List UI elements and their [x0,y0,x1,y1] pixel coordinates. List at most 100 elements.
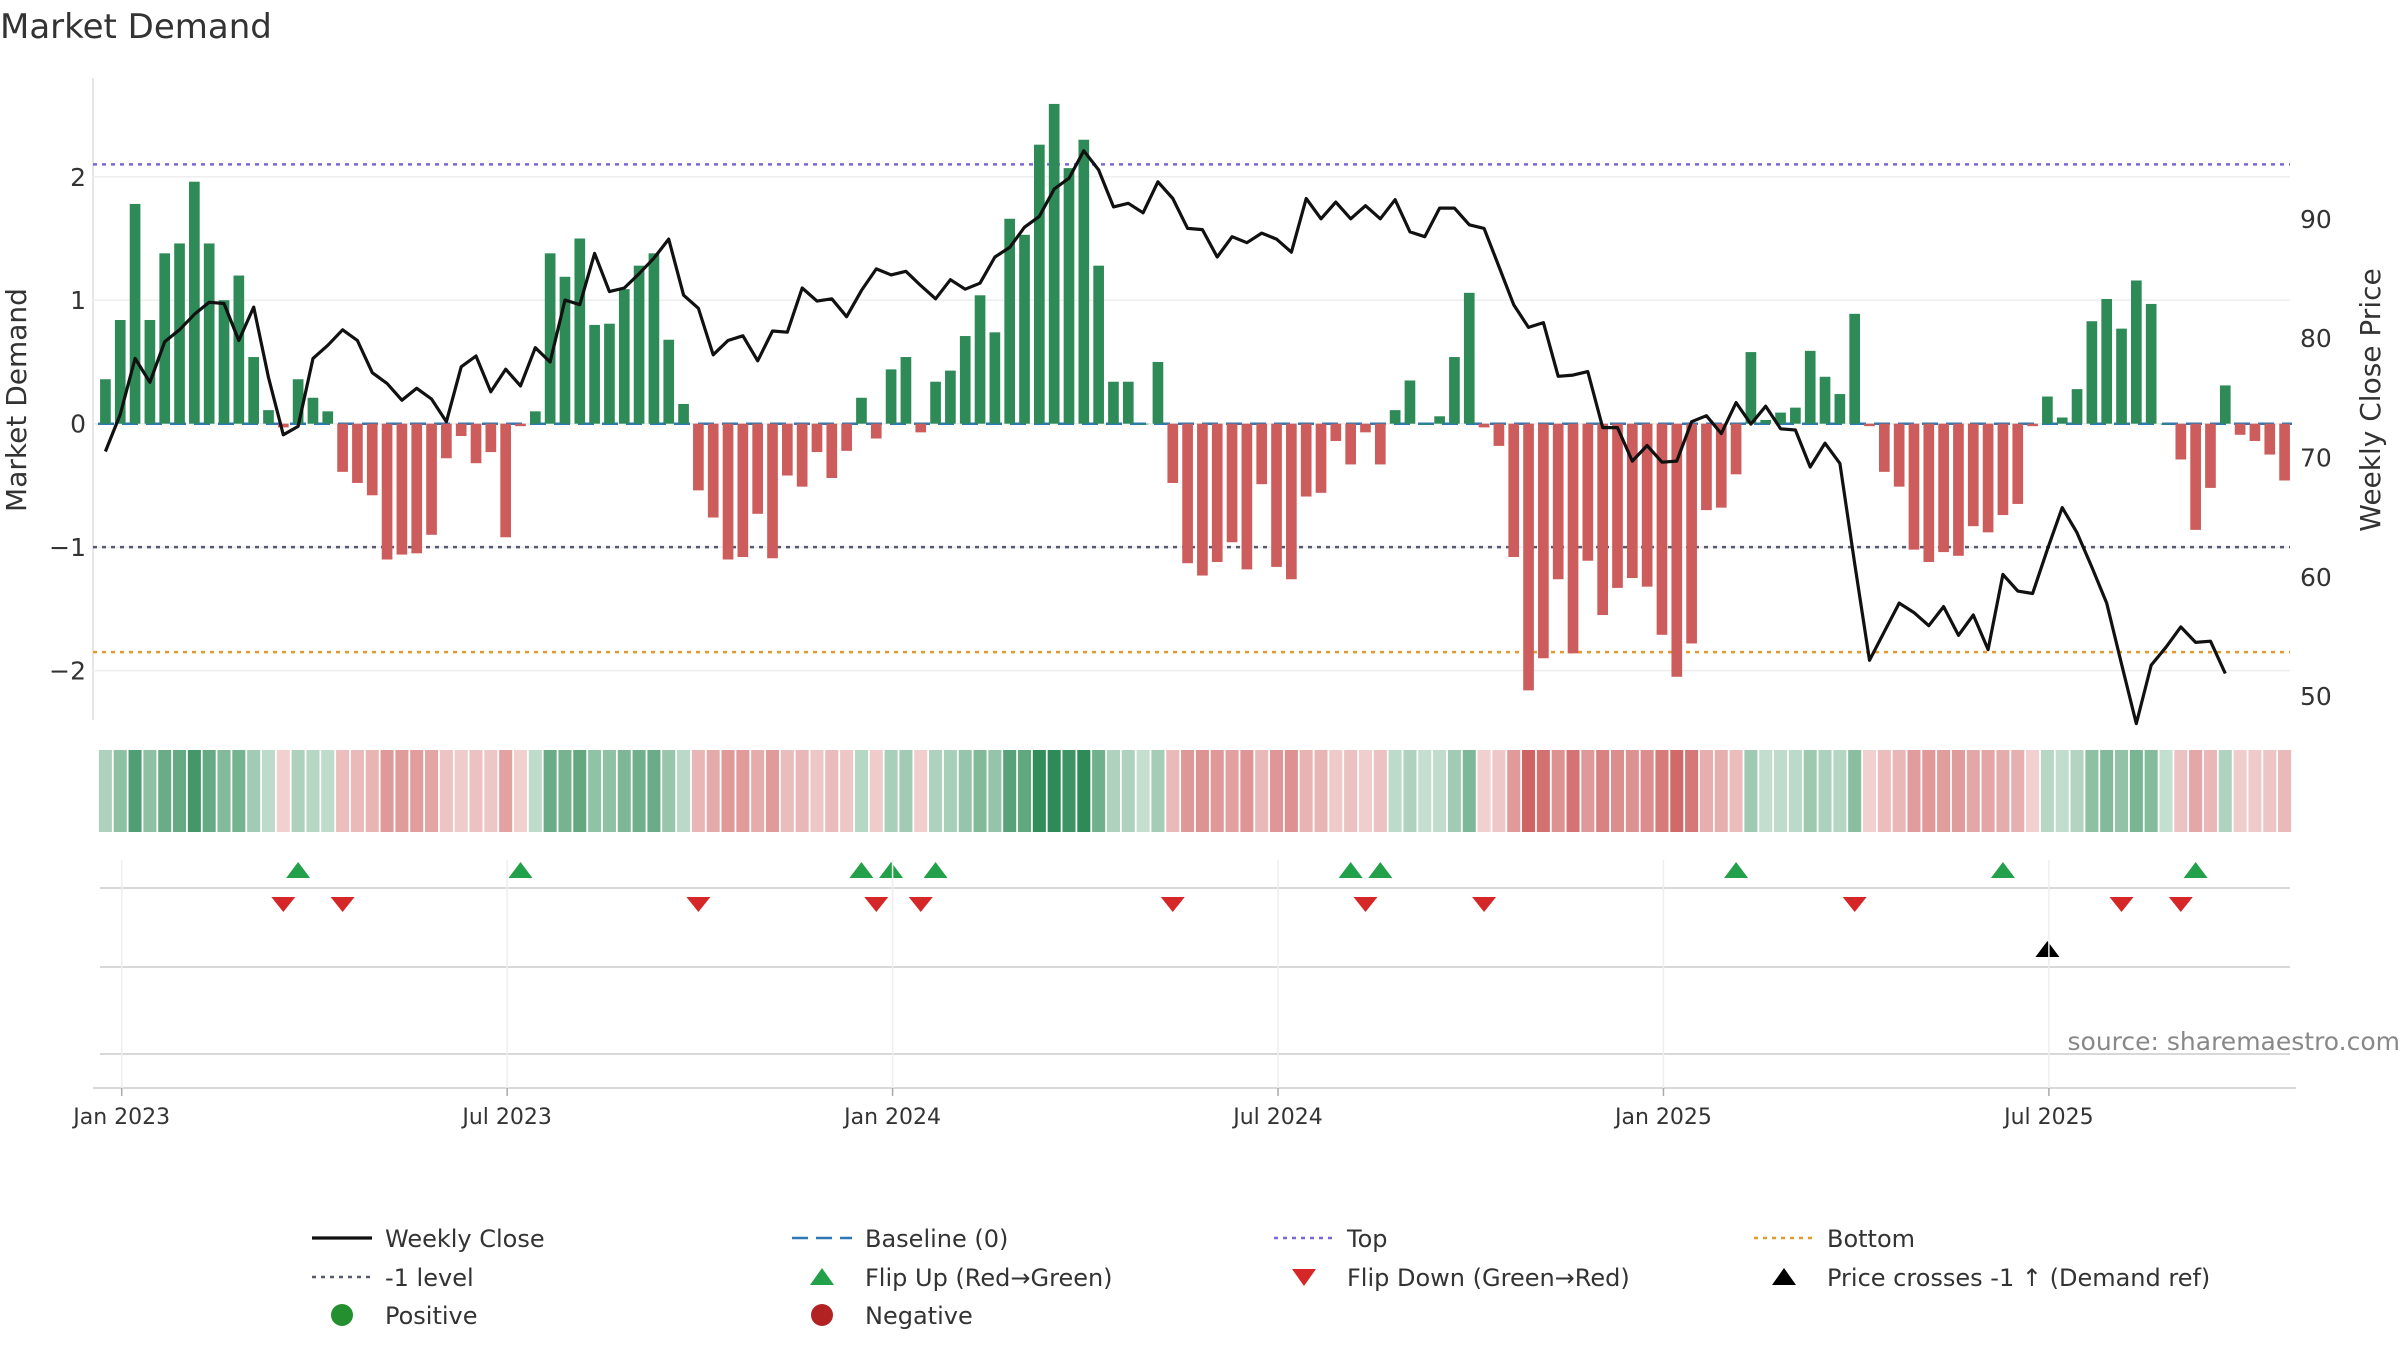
heat-cell [1092,750,1106,832]
heat-cell [217,750,231,832]
heat-cell [573,750,587,832]
heat-cell [513,750,528,832]
heat-cell [395,750,409,832]
heat-cell [1788,750,1802,832]
price-cross-panel [100,941,2290,968]
demand-bar [1686,423,1697,644]
demand-bar [2012,423,2024,504]
heat-cell [113,750,127,832]
demand-bar [1523,423,1534,691]
source-note: source: sharemaestro.com [2068,1027,2400,1056]
heat-cell [1121,750,1135,832]
demand-bar [959,336,971,424]
heat-cell [1744,750,1758,832]
heat-cell [1507,750,1521,832]
heat-cell [662,750,676,832]
heat-cell [617,750,631,832]
heat-cell [410,750,424,832]
demand-bar [233,275,245,424]
demand-bar [2145,303,2157,424]
legend-label: Flip Down (Green→Red) [1347,1264,1630,1292]
heat-cell [1433,750,1447,832]
demand-bar [2131,280,2142,424]
demand-bar [915,423,927,433]
heat-cell [840,750,854,832]
demand-bar [1315,423,1327,493]
heat-cell [1981,750,1995,832]
heat-cell [810,750,824,832]
left-tick-label: 2 [70,163,86,192]
right-tick-label: 60 [2300,563,2332,592]
heat-cell [469,750,483,832]
heat-cell [1447,750,1461,832]
x-tick-label: Jul 2024 [1231,1105,1323,1130]
heat-cell [1284,750,1298,832]
flip-up-marker [1990,862,2015,878]
demand-bar [144,319,156,424]
heat-cell [914,750,928,832]
heat-cell [1803,750,1817,832]
demand-bar [1137,423,1149,425]
heat-cell [825,750,839,832]
legend-label: Weekly Close [385,1225,545,1253]
demand-bar [559,276,571,424]
demand-bar [1226,423,1238,543]
demand-bar [826,423,838,479]
price-cross-markers [2035,941,2060,957]
demand-bar [2101,298,2113,424]
heat-cell [632,750,646,832]
legend: Weekly Close Baseline (0) Top Bottom -1 leve… [312,1225,2210,1330]
heat-cell [1522,750,1536,832]
demand-bar [1197,423,1208,576]
demand-bar [1241,423,1253,570]
x-tick-label: Jan 2024 [842,1105,941,1130]
heat-cell [1862,750,1877,832]
demand-bar [633,265,645,424]
demand-bar [1419,423,1431,425]
heat-cell [1077,750,1091,832]
demand-bar [589,324,600,424]
legend-label: Positive [385,1302,478,1330]
heat-cell [1610,750,1625,832]
heat-cell [884,750,898,832]
flip-up-marker [1338,862,1363,878]
legend-swatch [331,1304,353,1326]
heat-cell [321,750,335,832]
heat-cell [247,750,261,832]
demand-bar [2086,321,2098,424]
demand-bar [100,379,111,424]
demand-bar [2027,423,2038,427]
left-tick-label: −1 [49,533,86,562]
heat-cell [1314,750,1328,832]
demand-bar [856,397,867,424]
heat-cell [988,750,1002,832]
demand-bar [1730,423,1742,475]
flip-down-marker [908,897,933,912]
demand-bar [1997,423,2009,516]
demand-bar [1671,423,1683,677]
heat-cell [1225,750,1239,832]
flip-down-marker [1353,897,1378,912]
demand-bar [811,423,823,453]
demand-bar [2279,423,2290,481]
x-axis-ticks: Jan 2023 Jul 2023 Jan 2024 Jul 2024 Jan 2025… [71,1088,2094,1130]
heat-cell [1596,750,1610,832]
demand-bar [1019,234,1030,424]
x-tick-label: Jan 2025 [1613,1105,1712,1130]
flip-up-marker [286,862,311,878]
heat-cell [276,750,290,832]
heat-cell [1699,750,1713,832]
chart-title: Market Demand [0,7,272,47]
date-gridlines [120,860,2050,1088]
flip-down-marker [1160,897,1185,912]
heat-cell [306,750,320,832]
demand-bar [930,381,941,424]
demand-bar [1893,423,1905,487]
legend-item: Price crosses -1 ↑ (Demand ref) [1772,1264,2210,1292]
heat-cell [647,750,661,832]
right-axis-label: Weekly Close Price [2354,268,2387,531]
heat-cell [736,750,750,832]
heat-cell [1477,750,1491,832]
demand-bar [2042,396,2053,424]
heat-cell [425,750,439,832]
